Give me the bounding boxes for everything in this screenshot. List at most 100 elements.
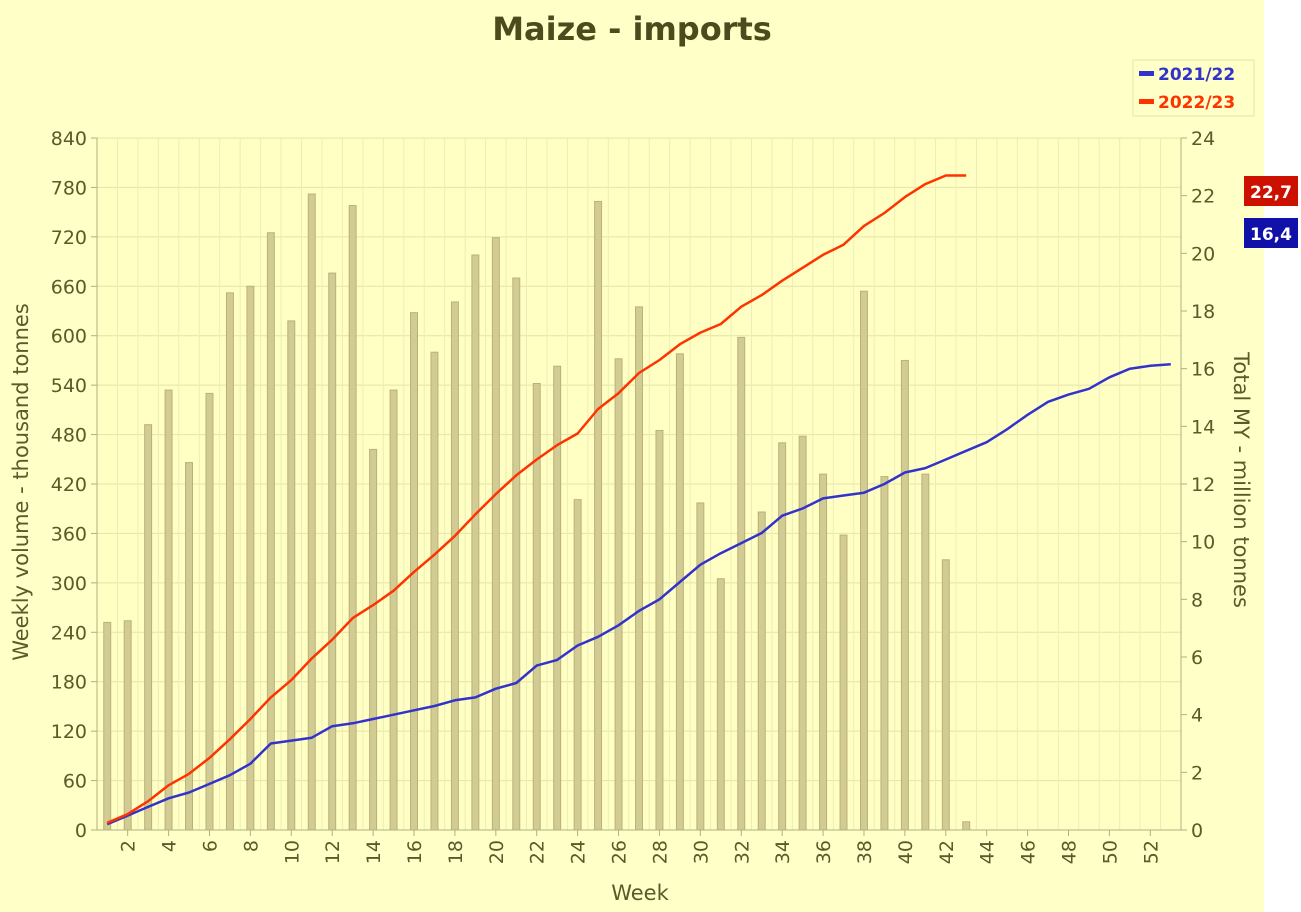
y-left-tick-label: 480	[51, 425, 87, 447]
y-right-tick-label: 2	[1191, 762, 1203, 784]
bar-week-4	[164, 389, 173, 831]
end-label-2022-23: 22,7	[1244, 176, 1298, 206]
bar-week-7	[225, 292, 234, 831]
bar-week-24	[573, 499, 582, 831]
bar-week-17	[430, 351, 439, 831]
legend-swatch-2021-22	[1139, 71, 1154, 76]
bar-week-25	[594, 200, 603, 831]
legend-swatch-2022-23	[1139, 99, 1154, 104]
bar-week-2	[123, 620, 132, 831]
legend-box	[1132, 59, 1255, 117]
x-tick-label: 22	[527, 840, 549, 864]
bar-week-1	[103, 621, 112, 831]
y-axis-left-title: Weekly volume - thousand tonnes	[9, 303, 33, 661]
x-tick-label: 50	[1099, 840, 1121, 864]
bar-week-18	[450, 301, 459, 831]
y-left-tick-label: 600	[51, 326, 87, 348]
bar-week-22	[532, 382, 541, 831]
x-tick-label: 10	[281, 840, 303, 864]
bar-week-6	[205, 392, 214, 831]
y-left-tick-label: 360	[51, 523, 87, 545]
end-badge-text-2021-22: 16,4	[1250, 225, 1292, 245]
bar-week-11	[307, 193, 316, 831]
end-badge-2021-22	[1244, 218, 1298, 248]
line-2022-23	[106, 174, 967, 824]
bar-week-32	[737, 336, 746, 831]
x-tick-label: 24	[568, 840, 590, 864]
y-left-tick-label: 300	[51, 573, 87, 595]
axis-layer: 0601201802403003604204805406006607207808…	[51, 128, 1215, 864]
x-tick-label: 46	[1018, 840, 1040, 864]
bar-week-33	[757, 511, 766, 831]
line-2021-22	[106, 363, 1171, 826]
bar-week-41	[921, 473, 930, 831]
bar-week-40	[900, 359, 909, 831]
x-tick-label: 42	[936, 840, 958, 864]
x-tick-label: 38	[854, 840, 876, 864]
legend: 2021/22 2022/23	[1132, 59, 1255, 117]
bar-week-31	[716, 578, 725, 831]
x-tick-label: 14	[363, 840, 385, 864]
y-left-tick-label: 420	[51, 474, 87, 496]
y-right-tick-label: 10	[1191, 532, 1215, 554]
bar-week-27	[635, 306, 643, 831]
x-tick-label: 34	[772, 840, 794, 864]
bar-week-20	[491, 237, 500, 831]
x-tick-label: 16	[404, 840, 426, 864]
x-tick-label: 20	[486, 840, 508, 864]
y-left-tick-label: 780	[51, 177, 87, 199]
bar-week-35	[798, 435, 807, 831]
bar-week-21	[512, 277, 521, 831]
end-badge-2022-23	[1244, 176, 1298, 206]
y-left-tick-label: 240	[51, 622, 87, 644]
y-right-tick-label: 12	[1191, 474, 1215, 496]
end-label-2021-22: 16,4	[1244, 218, 1298, 248]
x-tick-label: 28	[650, 840, 672, 864]
bar-week-26	[614, 358, 623, 831]
bar-week-12	[328, 272, 337, 831]
x-tick-label: 2	[118, 840, 140, 852]
x-tick-label: 44	[977, 840, 999, 864]
y-left-tick-label: 120	[51, 721, 87, 743]
bar-week-15	[389, 389, 398, 831]
x-tick-label: 48	[1059, 840, 1081, 864]
bar-week-14	[369, 448, 378, 831]
x-tick-label: 12	[322, 840, 344, 864]
bar-week-37	[839, 534, 848, 831]
y-left-tick-label: 60	[63, 771, 87, 793]
bar-week-9	[266, 232, 275, 831]
y-left-tick-label: 840	[51, 128, 87, 150]
x-tick-label: 36	[813, 840, 835, 864]
y-left-tick-label: 660	[51, 276, 87, 298]
y-right-tick-label: 4	[1191, 705, 1203, 727]
y-right-tick-label: 16	[1191, 359, 1215, 381]
bar-week-42	[941, 559, 950, 831]
y-axis-right-title: Total MY - million tonnes	[1229, 351, 1253, 608]
bar-week-36	[819, 473, 828, 831]
y-left-tick-label: 720	[51, 227, 87, 249]
bar-week-19	[471, 254, 480, 831]
bar-week-10	[287, 320, 296, 831]
x-tick-label: 4	[159, 840, 181, 852]
bar-week-34	[778, 442, 787, 831]
bar-week-3	[144, 424, 153, 831]
x-tick-label: 40	[895, 840, 917, 864]
bar-week-23	[553, 365, 562, 831]
bar-week-29	[675, 353, 684, 831]
x-tick-label: 8	[240, 840, 262, 852]
y-right-tick-label: 14	[1191, 416, 1215, 438]
y-right-tick-label: 18	[1191, 301, 1215, 323]
chart-title: Maize - imports	[492, 10, 772, 48]
x-tick-label: 18	[445, 840, 467, 864]
x-tick-label: 52	[1140, 840, 1162, 864]
end-badge-text-2022-23: 22,7	[1250, 183, 1292, 203]
y-left-tick-label: 180	[51, 672, 87, 694]
x-axis-title: Week	[611, 881, 669, 905]
legend-label-2022-23: 2022/23	[1158, 93, 1235, 113]
bar-week-28	[655, 429, 664, 831]
x-tick-label: 6	[200, 840, 222, 852]
bar-week-39	[880, 476, 889, 831]
x-tick-label: 30	[690, 840, 712, 864]
